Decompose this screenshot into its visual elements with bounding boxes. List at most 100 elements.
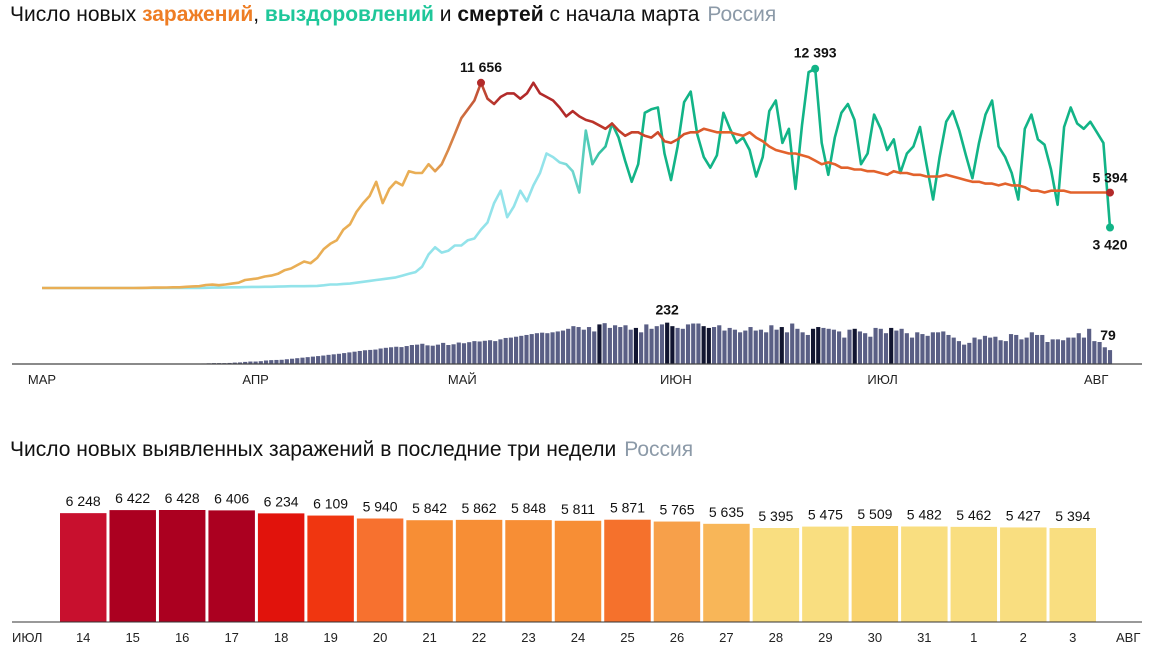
deaths-bar	[388, 347, 394, 364]
deaths-bar	[1087, 328, 1092, 364]
day-tick-label: 22	[472, 630, 486, 645]
deaths-bar	[263, 360, 269, 364]
recoveries-max-marker	[811, 64, 820, 73]
deaths-bar	[696, 323, 701, 364]
title-separator-1: ,	[253, 3, 265, 26]
deaths-bar	[904, 333, 909, 364]
deaths-bar	[415, 344, 420, 364]
deaths-bar	[1029, 332, 1034, 364]
deaths-bar	[534, 333, 539, 364]
deaths-bar	[508, 337, 513, 364]
deaths-bar	[915, 332, 920, 364]
deaths-bar	[779, 327, 784, 364]
deaths-bar	[581, 329, 586, 364]
title-infections-word: заражений	[142, 3, 254, 26]
daily-bar	[950, 526, 998, 622]
deaths-bar	[1061, 340, 1066, 364]
deaths-bar	[456, 342, 461, 364]
day-tick-label: 3	[1069, 630, 1076, 645]
deaths-bar	[988, 337, 993, 364]
title-recoveries-word: выздоровлений	[264, 3, 434, 26]
daily-bar-value: 5 842	[412, 500, 447, 516]
daily-bar	[158, 510, 206, 622]
deaths-bar	[300, 357, 305, 364]
day-tick-label: 20	[373, 630, 387, 645]
deaths-bar	[540, 332, 545, 364]
daily-bar	[60, 513, 107, 622]
deaths-bar	[545, 333, 550, 364]
deaths-bar	[644, 324, 649, 364]
daily-bar-value: 5 940	[363, 499, 398, 515]
top-x-ticks: МАР АПР МАЙ ИЮН ИЮЛ АВГ	[28, 372, 1108, 387]
bottom-start-month: ИЮЛ	[12, 630, 42, 645]
deaths-bar	[446, 344, 451, 364]
deaths-bar	[909, 337, 915, 364]
deaths-bar	[1076, 333, 1081, 364]
deaths-bar	[982, 335, 988, 364]
daily-bar-value: 6 248	[66, 493, 101, 509]
daily-bar-value: 5 765	[659, 502, 694, 518]
deaths-bar	[243, 361, 248, 364]
daily-bar	[901, 526, 948, 622]
daily-bar	[406, 520, 453, 622]
day-tick-label: 29	[818, 630, 832, 645]
title-region: Россия	[707, 3, 777, 26]
deaths-bar	[1066, 337, 1071, 364]
deaths-bar	[826, 328, 831, 364]
deaths-bar	[342, 353, 347, 364]
top-chart-title: Число новых заражений, выздоровлений и с…	[10, 3, 776, 27]
deaths-bar	[368, 349, 373, 364]
deaths-bar	[993, 336, 998, 364]
deaths-bar	[628, 329, 633, 364]
daily-bar-value: 5 427	[1006, 507, 1041, 523]
deaths-bar	[420, 343, 425, 364]
deaths-bar	[1024, 337, 1029, 364]
deaths-bar	[613, 325, 618, 364]
day-tick-label: 23	[521, 630, 535, 645]
deaths-bar	[441, 342, 446, 364]
month-tick-label: АВГ	[1084, 372, 1108, 387]
daily-bar-value: 5 862	[461, 500, 496, 516]
deaths-bar	[331, 354, 336, 364]
deaths-bar	[373, 349, 378, 364]
recoveries-last-label: 3 420	[1092, 236, 1127, 252]
deaths-bar	[977, 339, 982, 364]
daily-bar	[109, 510, 156, 622]
deaths-bar	[810, 328, 816, 364]
deaths-bar	[295, 358, 300, 364]
deaths-bar	[1045, 342, 1050, 364]
daily-bar	[257, 513, 305, 622]
deaths-bar	[399, 347, 404, 364]
deaths-bar	[1107, 350, 1113, 364]
daily-bar	[802, 526, 849, 622]
deaths-bar	[493, 341, 498, 364]
deaths-bar	[607, 327, 612, 364]
infections-line	[42, 81, 1111, 290]
deaths-bar	[639, 332, 644, 364]
daily-bar-value: 5 462	[956, 507, 991, 523]
deaths-bar	[618, 327, 623, 364]
deaths-bar	[670, 326, 675, 364]
deaths-bar	[383, 347, 388, 364]
deaths-bar	[962, 344, 967, 364]
deaths-bar	[336, 353, 342, 364]
deaths-max-label: 232	[655, 302, 679, 318]
deaths-bar	[701, 326, 706, 364]
deaths-bar	[967, 342, 972, 364]
deaths-bar	[925, 335, 930, 364]
deaths-bar	[878, 328, 883, 364]
daily-bar-value: 5 482	[907, 507, 942, 523]
daily-bar-value: 5 509	[857, 506, 892, 522]
daily-bar	[455, 519, 503, 622]
deaths-bar	[425, 345, 430, 364]
deaths-bars	[196, 322, 1113, 364]
deaths-bar	[1008, 334, 1014, 364]
month-tick-label: МАЙ	[448, 372, 477, 387]
deaths-bar	[404, 346, 409, 364]
deaths-bar	[941, 331, 946, 364]
deaths-bar	[795, 328, 800, 364]
day-tick-label: 31	[917, 630, 931, 645]
deaths-bar	[790, 323, 795, 364]
deaths-bar	[316, 356, 321, 364]
daily-bar-value: 6 234	[264, 493, 299, 509]
